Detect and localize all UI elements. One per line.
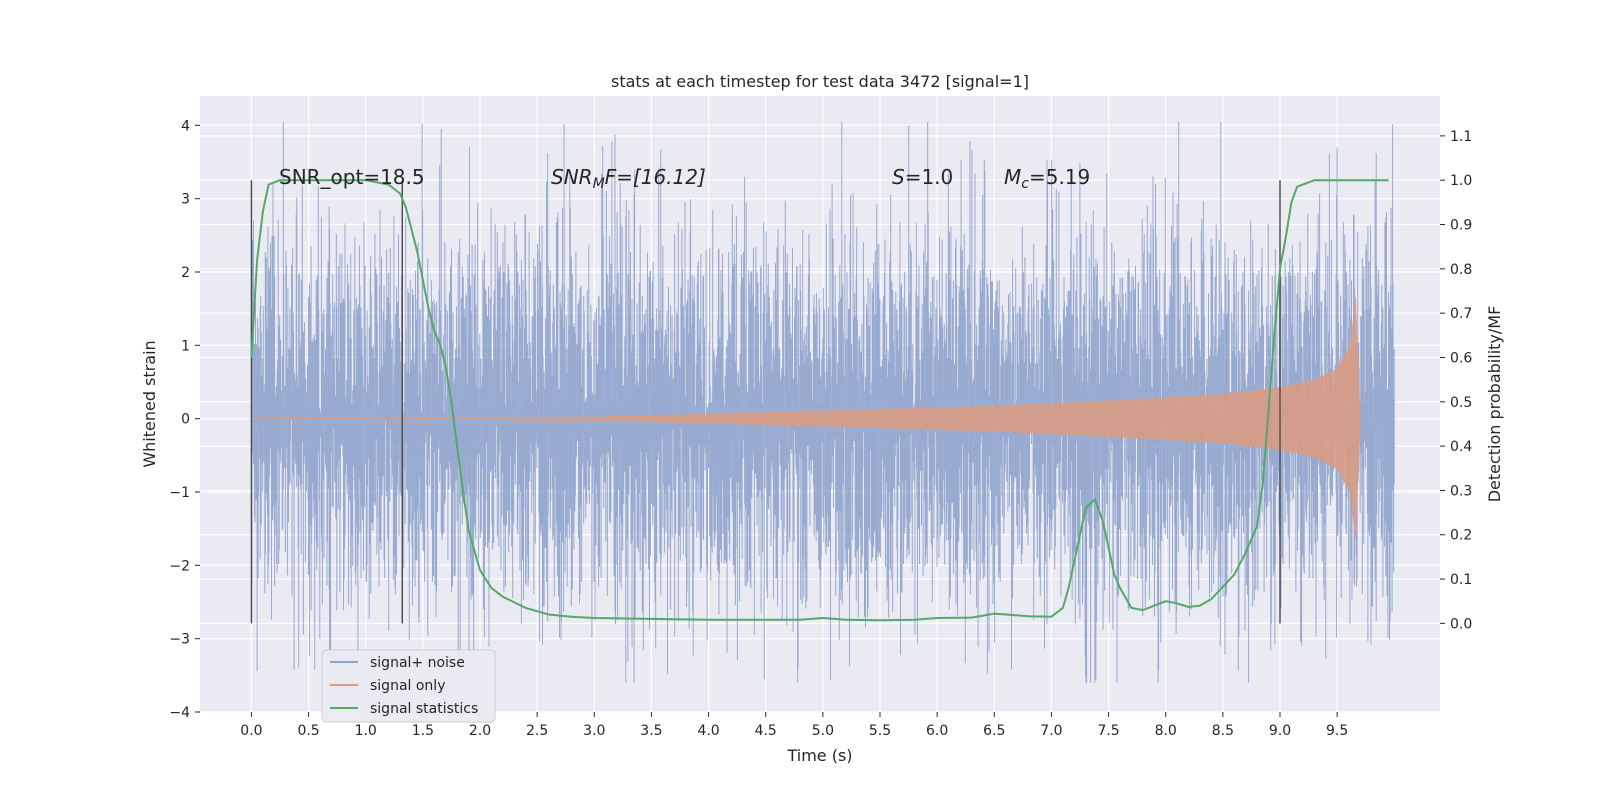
x-tick-label: 5.5 — [869, 723, 891, 739]
x-tick-label: 3.5 — [640, 723, 662, 739]
signal-statistics-line — [250, 179, 1389, 622]
annotation-snr-opt: SNR_opt=18.5 — [279, 165, 425, 189]
x-tick-label: 7.0 — [1040, 723, 1062, 739]
annotation-s: S=1.0 — [892, 165, 953, 189]
right-y-tick-label: 0.9 — [1450, 218, 1472, 234]
x-tick-label: 0.0 — [240, 723, 262, 739]
left-y-tick-label: −3 — [169, 632, 190, 648]
right-y-tick-label: 0.8 — [1450, 262, 1472, 278]
right-y-tick-label: 1.0 — [1450, 173, 1472, 189]
x-tick-label: 7.5 — [1097, 723, 1119, 739]
right-y-axis-label: Detection probability/MF — [1485, 306, 1504, 503]
x-tick-label: 6.0 — [926, 723, 948, 739]
left-y-axis-ticks: 4 3 2 1 0 −1 −2 −3 −4 — [169, 118, 200, 721]
right-y-tick-label: 0.6 — [1450, 350, 1472, 366]
left-y-tick-label: 0 — [181, 412, 190, 428]
legend: signal+ noise signal only signal statist… — [321, 649, 496, 723]
left-y-tick-label: 2 — [181, 265, 190, 281]
legend-label-signal-only: signal only — [370, 678, 445, 694]
x-tick-label: 0.5 — [297, 723, 319, 739]
annotation-snr-mf: SNRMF=[16.12] — [551, 165, 706, 192]
legend-label-signal-noise: signal+ noise — [370, 655, 465, 671]
left-y-axis-label: Whitened strain — [140, 340, 159, 467]
x-tick-label: 3.0 — [583, 723, 605, 739]
x-tick-label: 1.0 — [355, 723, 377, 739]
right-y-tick-label: 0.7 — [1450, 306, 1472, 322]
x-tick-label: 9.0 — [1269, 723, 1291, 739]
right-y-tick-label: 0.4 — [1450, 439, 1472, 455]
signal-statistics-series — [250, 179, 1389, 622]
x-tick-label: 6.5 — [983, 723, 1005, 739]
left-y-tick-label: 4 — [181, 118, 190, 134]
left-y-tick-label: 1 — [181, 338, 190, 354]
right-y-tick-label: 0.5 — [1450, 395, 1472, 411]
right-y-tick-label: 1.1 — [1450, 129, 1472, 145]
legend-label-signal-statistics: signal statistics — [370, 701, 478, 717]
x-tick-label: 5.0 — [812, 723, 834, 739]
right-y-tick-label: 0.1 — [1450, 572, 1472, 588]
x-axis-ticks: 0.0 0.5 1.0 1.5 2.0 2.5 3.0 3.5 4.0 4.5 5.0 5.5 6.0 6… — [240, 712, 1348, 739]
x-tick-label: 8.0 — [1155, 723, 1177, 739]
x-tick-label: 1.5 — [412, 723, 434, 739]
signal-only-envelope — [251, 297, 1361, 540]
vertical-markers — [250, 180, 1281, 624]
right-y-tick-label: 0.2 — [1450, 528, 1472, 544]
x-tick-label: 2.5 — [526, 723, 548, 739]
left-y-tick-label: 3 — [181, 192, 190, 208]
right-y-tick-label: 0.0 — [1450, 616, 1472, 632]
x-tick-label: 4.0 — [697, 723, 719, 739]
x-tick-label: 8.5 — [1212, 723, 1234, 739]
right-y-axis-ticks: 1.1 1.0 0.9 0.8 0.7 0.6 0.5 0.4 0.3 0.2 0.1 0.0 — [1440, 129, 1472, 632]
left-y-tick-label: −2 — [169, 558, 190, 574]
left-y-tick-label: −4 — [169, 705, 190, 721]
x-tick-label: 9.5 — [1326, 723, 1348, 739]
x-tick-label: 2.0 — [469, 723, 491, 739]
annotation-mc: Mc=5.19 — [1004, 165, 1090, 192]
signal-only-series — [251, 297, 1361, 540]
left-y-tick-label: −1 — [169, 485, 190, 501]
chart-title: stats at each timestep for test data 347… — [611, 72, 1029, 91]
x-tick-label: 4.5 — [755, 723, 777, 739]
right-y-tick-label: 0.3 — [1450, 483, 1472, 499]
legend-box — [321, 649, 496, 723]
x-axis-label: Time (s) — [786, 746, 852, 765]
